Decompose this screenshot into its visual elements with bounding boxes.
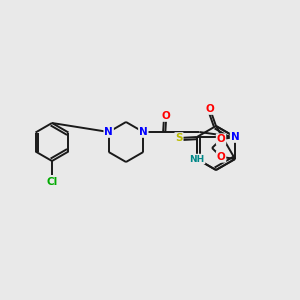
Text: O: O [162, 111, 171, 121]
Text: N: N [139, 127, 148, 137]
Text: S: S [175, 133, 183, 143]
Text: N: N [231, 132, 239, 142]
Text: O: O [217, 152, 225, 162]
Text: NH: NH [189, 154, 205, 164]
Text: O: O [206, 104, 214, 114]
Text: Cl: Cl [46, 177, 58, 187]
Text: O: O [217, 134, 225, 144]
Text: N: N [104, 127, 113, 137]
